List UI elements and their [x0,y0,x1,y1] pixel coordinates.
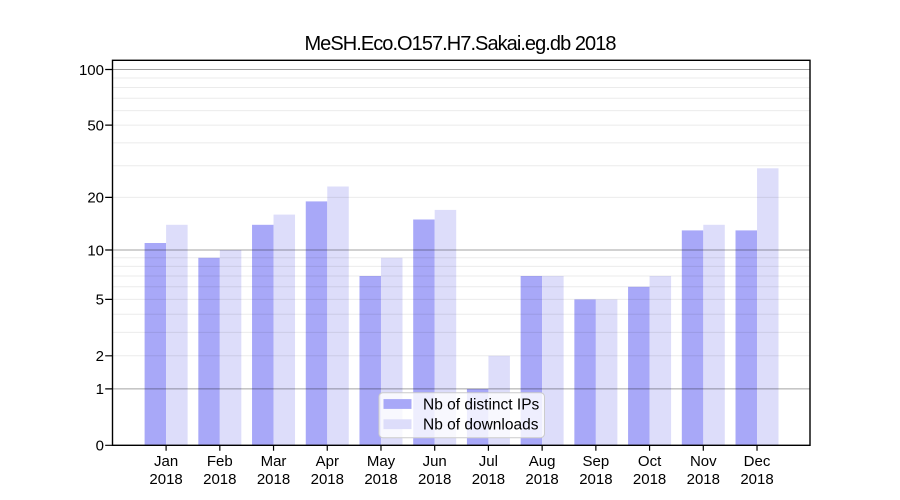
svg-text:2018: 2018 [257,471,290,488]
svg-text:5: 5 [96,292,104,309]
svg-text:MeSH.Eco.O157.H7.Sakai.eg.db 2: MeSH.Eco.O157.H7.Sakai.eg.db 2018 [304,33,616,55]
svg-text:50: 50 [87,117,104,134]
svg-text:Aug: Aug [529,453,556,470]
svg-text:2018: 2018 [418,471,451,488]
svg-text:2018: 2018 [203,471,236,488]
svg-text:Sep: Sep [583,453,610,470]
svg-text:2018: 2018 [311,471,344,488]
svg-text:2018: 2018 [579,471,612,488]
svg-text:2018: 2018 [633,471,666,488]
svg-text:May: May [367,453,396,470]
svg-text:Nb of downloads: Nb of downloads [423,417,539,434]
svg-text:Nov: Nov [690,453,717,470]
svg-text:2018: 2018 [149,471,182,488]
svg-text:Oct: Oct [638,453,662,470]
svg-text:Dec: Dec [744,453,771,470]
svg-text:2018: 2018 [687,471,720,488]
svg-text:2: 2 [96,348,104,365]
svg-text:2018: 2018 [740,471,773,488]
svg-text:Mar: Mar [261,453,287,470]
svg-text:1: 1 [96,381,104,398]
svg-text:Jun: Jun [423,453,447,470]
svg-text:Jul: Jul [479,453,498,470]
svg-text:2018: 2018 [364,471,397,488]
svg-text:100: 100 [79,62,104,79]
svg-text:20: 20 [87,190,104,207]
svg-text:Jan: Jan [154,453,178,470]
svg-text:0: 0 [96,438,104,455]
svg-text:Feb: Feb [207,453,233,470]
svg-text:Apr: Apr [316,453,339,470]
svg-text:10: 10 [87,242,104,259]
svg-text:2018: 2018 [525,471,558,488]
svg-text:2018: 2018 [472,471,505,488]
svg-text:Nb of distinct IPs: Nb of distinct IPs [423,397,540,414]
